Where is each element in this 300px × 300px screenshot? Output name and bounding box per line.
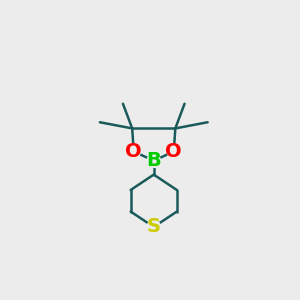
Circle shape [147, 154, 160, 167]
Circle shape [167, 145, 181, 158]
Circle shape [147, 220, 160, 234]
Text: O: O [166, 142, 182, 161]
Text: S: S [147, 218, 161, 236]
Circle shape [127, 145, 140, 158]
Text: O: O [125, 142, 142, 161]
Text: B: B [146, 151, 161, 170]
